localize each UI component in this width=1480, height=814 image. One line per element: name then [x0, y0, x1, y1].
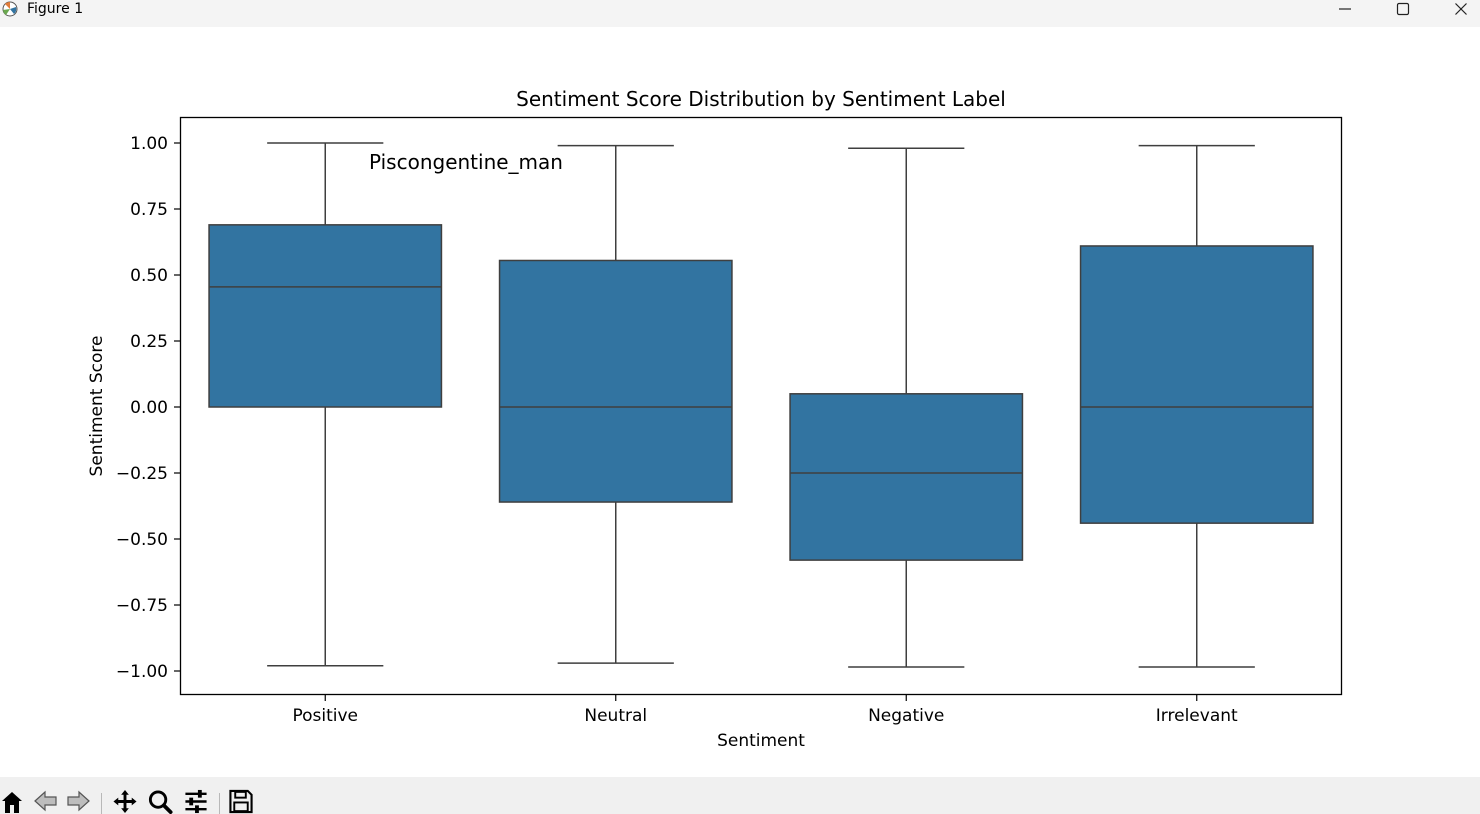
iqr-box	[498, 259, 733, 503]
navigation-toolbar	[0, 777, 1480, 814]
iqr-box	[208, 224, 443, 408]
minimize-icon	[1339, 8, 1351, 10]
x-tick-label: Irrelevant	[1156, 706, 1238, 726]
matplotlib-app-icon	[2, 1, 18, 17]
boxplot-chart: Sentiment Score Distribution by Sentimen…	[87, 87, 1343, 751]
y-tick-label: −0.50	[116, 530, 168, 550]
pan-icon	[113, 789, 137, 814]
boxes-group	[208, 142, 1314, 668]
title-bar: Figure 1	[0, 0, 1480, 27]
forward-icon	[67, 790, 90, 812]
y-tick-label: 0.75	[130, 200, 168, 220]
y-tick-label: −0.75	[116, 596, 168, 616]
back-icon	[34, 790, 57, 812]
x-tick-label: Positive	[292, 706, 358, 726]
y-tick-label: −0.25	[116, 464, 168, 484]
maximize-button[interactable]	[1374, 0, 1432, 18]
box-negative	[789, 147, 1024, 668]
zoom-icon	[148, 790, 173, 814]
y-tick-label: 0.00	[130, 398, 168, 418]
y-axis: 1.00 0.75 0.50 0.25 0.00 −0.25 −0.50 −0.75 −1.00	[116, 134, 180, 682]
y-tick-label: 0.50	[130, 266, 168, 286]
x-tick-label: Negative	[868, 706, 944, 726]
iqr-box	[789, 393, 1024, 561]
configure-subplots-button[interactable]	[182, 789, 210, 814]
chart-title: Sentiment Score Distribution by Sentimen…	[516, 87, 1006, 111]
pan-button[interactable]	[111, 789, 139, 814]
annotation-text: Piscongentine_man	[369, 150, 563, 174]
x-tick-label: Neutral	[584, 706, 647, 726]
save-icon	[229, 789, 253, 814]
back-button[interactable]	[31, 789, 59, 814]
zoom-button[interactable]	[146, 789, 174, 814]
y-axis-label: Sentiment Score	[87, 336, 107, 477]
maximize-icon	[1396, 2, 1410, 16]
iqr-box	[1079, 245, 1314, 524]
box-irrelevant	[1079, 144, 1314, 668]
close-button[interactable]	[1432, 0, 1480, 18]
save-button[interactable]	[227, 789, 255, 814]
plot-area-frame	[179, 116, 1343, 696]
home-button[interactable]	[0, 789, 26, 814]
close-icon	[1455, 3, 1467, 15]
toolbar-separator	[219, 793, 220, 814]
toolbar-separator	[101, 793, 102, 814]
configure-subplots-icon	[185, 789, 207, 814]
box-positive	[208, 142, 443, 667]
x-axis-label: Sentiment	[717, 731, 805, 751]
figure-canvas: Sentiment Score Distribution by Sentimen…	[0, 27, 1480, 777]
y-tick-label: −1.00	[116, 662, 168, 682]
minimize-button[interactable]	[1316, 0, 1374, 18]
home-icon	[2, 792, 22, 813]
window-title: Figure 1	[27, 1, 84, 17]
y-tick-label: 1.00	[130, 134, 168, 154]
x-axis: Positive Neutral Negative Irrelevant	[292, 695, 1238, 726]
y-tick-label: 0.25	[130, 332, 168, 352]
box-neutral	[498, 144, 733, 664]
forward-button[interactable]	[65, 789, 93, 814]
